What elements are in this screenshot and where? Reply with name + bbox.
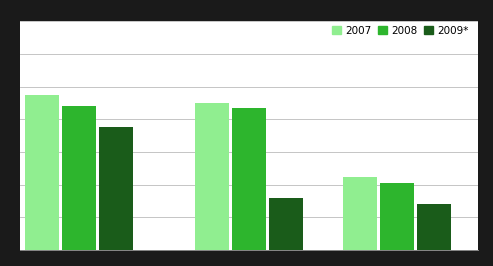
Bar [417, 204, 451, 250]
Legend: 2007, 2008, 2009*: 2007, 2008, 2009* [328, 22, 473, 40]
Bar [343, 177, 377, 250]
Bar [25, 95, 59, 250]
Bar [232, 108, 266, 250]
Bar [62, 106, 96, 250]
Bar [380, 183, 414, 250]
Bar [195, 103, 229, 250]
Bar [269, 198, 303, 250]
Bar [99, 127, 133, 250]
